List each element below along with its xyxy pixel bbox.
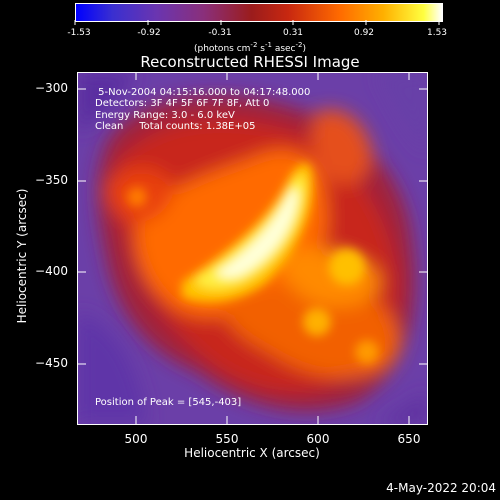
date-stamp: 4-May-2022 20:04 [386, 481, 496, 495]
solar-image [77, 72, 427, 424]
colorbar-tick-label: -0.31 [208, 28, 232, 38]
colorbar-tick-label: 0.92 [353, 28, 375, 38]
y-tick-label: −300 [35, 81, 68, 95]
colorbar-tick-label: -0.92 [137, 28, 161, 38]
peak-position: Position of Peak = [545,-403] [95, 397, 242, 408]
colorbar-axis [13, 20, 440, 28]
info-energy-range: Energy Range: 3.0 - 6.0 keV [95, 110, 235, 121]
info-detectors: Detectors: 3F 4F 5F 6F 7F 8F, Att 0 [95, 98, 270, 109]
y-tick-label: −350 [35, 173, 68, 187]
y-tick-label: −450 [35, 356, 68, 370]
info-clean-counts: Clean Total counts: 1.38E+05 [95, 121, 256, 132]
y-tick-label: −400 [35, 264, 68, 278]
x-axis-label: Heliocentric X (arcsec) [184, 446, 320, 460]
y-axis-label: Heliocentric Y (arcsec) [15, 188, 29, 324]
colorbar-tick-label: -1.53 [67, 28, 91, 38]
x-tick-label: 500 [124, 432, 148, 446]
colorbar-units: (photons cm-2 s-1 asec-2) [193, 41, 307, 54]
plot-title: Reconstructed RHESSI Image [140, 53, 360, 71]
x-tick-label: 550 [215, 432, 239, 446]
colorbar-tick-label: 0.31 [282, 28, 304, 38]
info-time-range: 5-Nov-2004 04:15:16.000 to 04:17:48.000 [95, 87, 311, 98]
colorbar [75, 3, 443, 22]
x-tick-label: 650 [397, 432, 421, 446]
colorbar-tick-label: 1.53 [426, 28, 448, 38]
x-tick-label: 600 [306, 432, 330, 446]
